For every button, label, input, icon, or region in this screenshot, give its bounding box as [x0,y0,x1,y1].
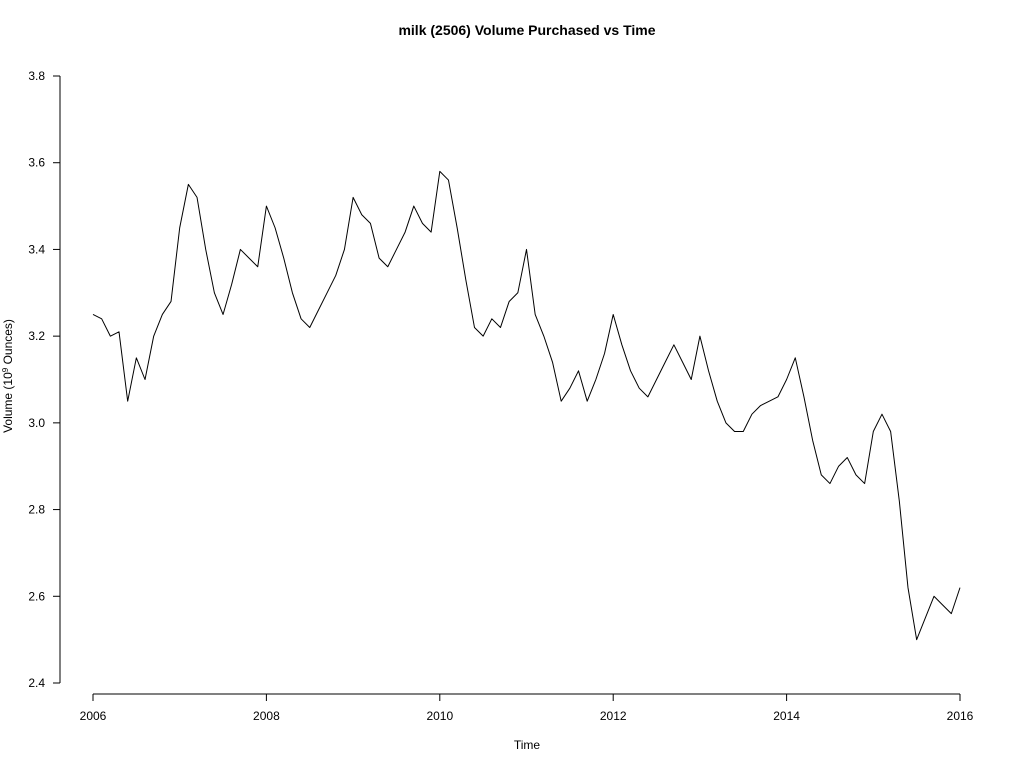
x-axis: 2006 2008 2010 2012 2014 2016 [80,693,974,723]
y-tick-label: 2.6 [28,589,45,603]
y-tick-label: 3.8 [28,69,45,83]
y-axis-title-prefix: Volume (10 [1,372,15,433]
x-axis-title: Time [514,738,541,752]
y-tick-label: 2.8 [28,503,45,517]
chart-title: milk (2506) Volume Purchased vs Time [398,22,655,38]
x-tick-label: 2016 [947,709,974,723]
y-axis-title-suffix: Ounces) [1,319,15,368]
x-tick-label: 2006 [80,709,107,723]
y-ticks: 2.4 2.6 2.8 3.0 3.2 3.4 3.6 3.8 [28,69,60,690]
y-tick-label: 2.4 [28,676,45,690]
x-tick-label: 2014 [773,709,800,723]
y-axis-title: Volume (109 Ounces) [1,319,16,433]
x-tick-label: 2008 [253,709,280,723]
x-ticks: 2006 2008 2010 2012 2014 2016 [80,694,974,723]
y-axis: 2.4 2.6 2.8 3.0 3.2 3.4 3.6 3.8 [28,69,61,690]
series-line [92,170,961,641]
y-tick-label: 3.0 [28,416,45,430]
y-tick-label: 3.4 [28,242,45,256]
y-tick-label: 3.6 [28,156,45,170]
y-tick-label: 3.2 [28,329,45,343]
x-tick-label: 2012 [600,709,627,723]
y-axis-title-exponent: 9 [1,367,10,372]
x-tick-label: 2010 [426,709,453,723]
